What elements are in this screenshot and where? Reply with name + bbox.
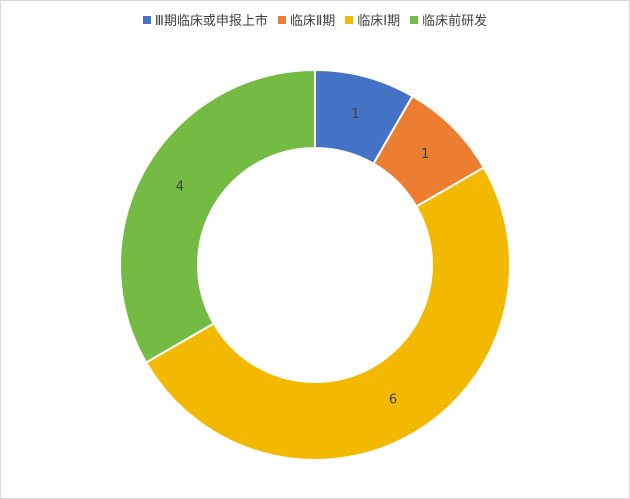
- data-label-phase2: 1: [421, 147, 429, 162]
- slice-phase1: [144, 166, 511, 461]
- data-label-phase3: 1: [351, 107, 359, 122]
- data-label-phase1: 6: [389, 393, 397, 408]
- legend-swatch-preclinical: [410, 15, 419, 24]
- data-label-preclinical: 4: [176, 180, 184, 195]
- legend-swatch-phase2: [277, 15, 286, 24]
- legend-swatch-phase1: [345, 15, 354, 24]
- legend-item-phase3: Ⅲ期临床或申报上市: [142, 10, 268, 29]
- legend-item-phase1: 临床Ⅰ期: [345, 10, 400, 29]
- legend-label-phase1: 临床Ⅰ期: [357, 14, 401, 29]
- legend: Ⅲ期临床或申报上市 临床Ⅱ期 临床Ⅰ期 临床前研发: [1, 10, 629, 29]
- legend-item-phase2: 临床Ⅱ期: [277, 10, 336, 29]
- legend-label-phase3: Ⅲ期临床或申报上市: [154, 14, 268, 29]
- slice-preclinical: [119, 68, 316, 364]
- legend-label-phase2: 临床Ⅱ期: [289, 14, 336, 29]
- legend-item-preclinical: 临床前研发: [410, 10, 487, 29]
- legend-swatch-phase3: [142, 15, 151, 24]
- legend-label-preclinical: 临床前研发: [422, 14, 488, 29]
